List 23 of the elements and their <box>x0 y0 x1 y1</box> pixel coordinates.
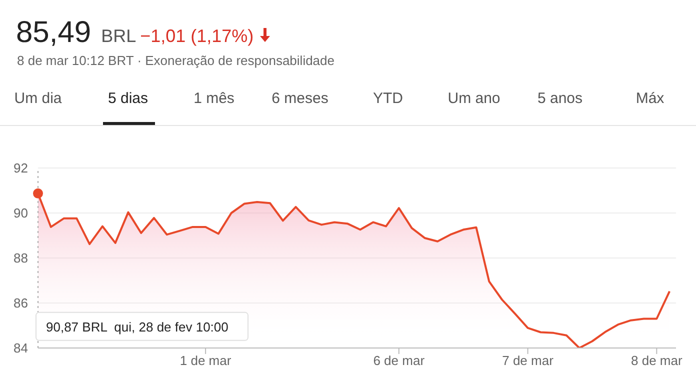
y-tick-label: 86 <box>14 296 28 311</box>
text: BRL <box>101 26 136 47</box>
text: −1,01 (1,17%) <box>140 26 254 47</box>
chart-title: 85,49 <box>16 16 92 50</box>
text: Um dia <box>13 90 63 107</box>
text: 6 meses <box>270 90 330 107</box>
text: Máx <box>634 90 666 107</box>
annotation: 90,87 BRL qui, 28 de fev 10:00 <box>46 319 228 334</box>
y-tick-label: 84 <box>14 340 28 356</box>
x-tick-label: 6 de mar <box>373 353 426 368</box>
tooltip-box: 90,87 BRL qui, 28 de fev 10:00 <box>36 312 248 341</box>
text: 5 dias <box>106 90 150 107</box>
y-tick-label: 92 <box>14 160 28 176</box>
text: Um ano <box>446 90 502 107</box>
text: YTD <box>372 90 404 107</box>
x-tick-label: 8 de mar <box>631 353 683 368</box>
chart-subtitle: 8 de mar 10:12 BRT · Exoneração de responsabilidade <box>17 53 334 68</box>
y-tick-label: 88 <box>14 250 28 266</box>
text: 5 anos <box>536 90 584 107</box>
y-tick-label: 90 <box>14 206 28 221</box>
text: 1 mês <box>192 90 236 107</box>
x-tick-label: 1 de mar <box>180 353 232 368</box>
x-tick-label: 7 de mar <box>502 353 554 368</box>
